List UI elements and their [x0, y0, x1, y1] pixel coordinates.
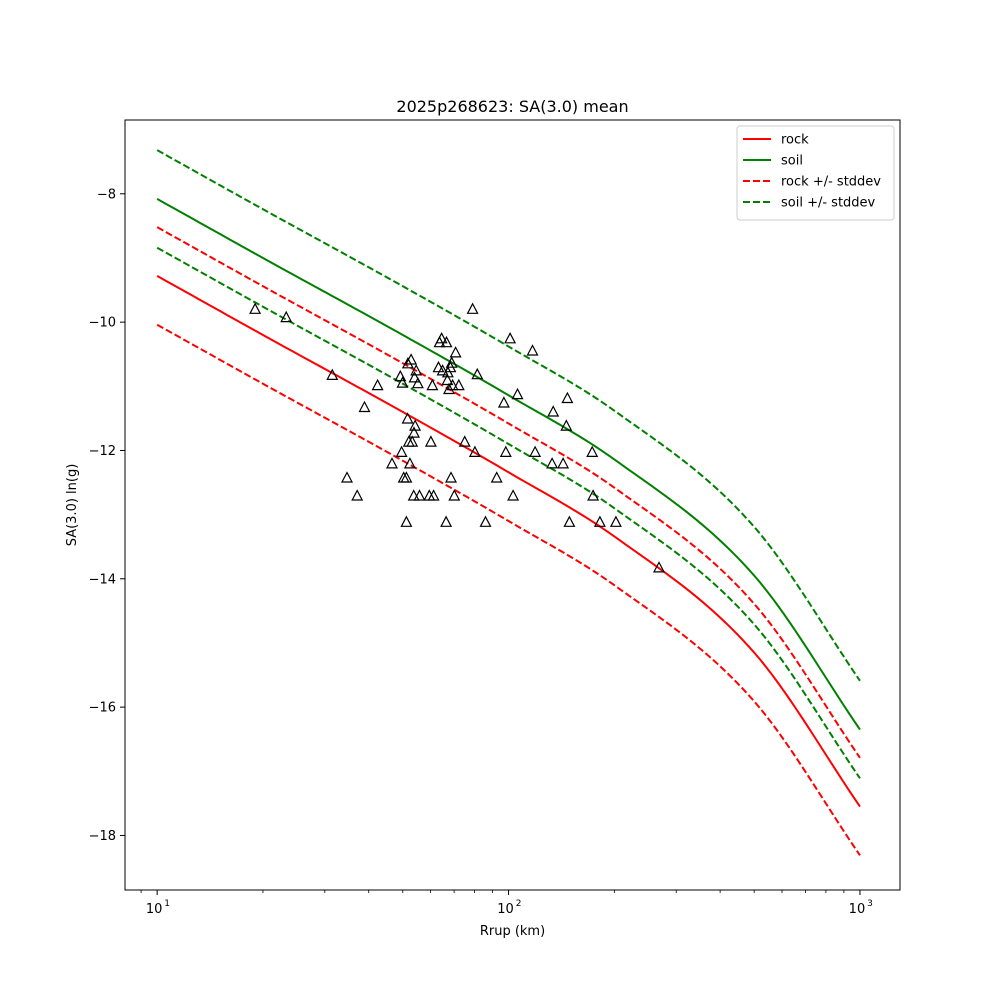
y-tick-label: −8 [97, 187, 116, 202]
observation-point [449, 346, 462, 358]
observation-point [526, 344, 539, 356]
series-line-2 [156, 226, 861, 759]
observation-points [249, 302, 665, 573]
y-tick-label: −14 [89, 572, 116, 587]
series-line-4 [156, 149, 861, 682]
x-tick-label: 10 [497, 902, 514, 917]
observation-point [426, 378, 439, 391]
x-axis: 10 1 10 2 10 3 [140, 890, 873, 917]
observation-point [436, 364, 449, 376]
observation-point [351, 489, 364, 501]
observation-point [326, 368, 339, 380]
observation-point [511, 387, 524, 400]
observation-point [403, 457, 416, 469]
observation-point [408, 371, 421, 383]
observation-point [386, 457, 398, 469]
observation-point [504, 332, 517, 344]
observation-point [561, 391, 574, 404]
observation-point [400, 515, 413, 527]
series-line-5 [156, 246, 861, 779]
observation-point [609, 515, 622, 527]
observation-point [471, 367, 484, 380]
observation-point [560, 419, 573, 431]
observation-point [371, 378, 384, 391]
observation-point [396, 376, 409, 388]
observation-point [445, 356, 458, 368]
observation-point [427, 489, 440, 501]
observation-point [458, 435, 471, 447]
observation-point [405, 353, 418, 365]
plot-background [125, 120, 900, 890]
observation-point [547, 405, 560, 417]
series-line-3 [156, 323, 861, 856]
observation-point [448, 489, 461, 501]
observation-point [400, 471, 413, 483]
observation-point [529, 445, 542, 457]
observation-point [440, 515, 453, 527]
y-axis-label: SA(3.0) ln(g) [65, 464, 80, 547]
observation-point [432, 360, 445, 373]
observation-point [406, 435, 419, 447]
observation-point [445, 471, 457, 483]
observation-point [358, 400, 371, 413]
x-tick-label: 10 [146, 902, 163, 917]
plot-frame [124, 119, 901, 891]
x-tick-label: 10 [849, 902, 866, 917]
legend-label: rock +/- stddev [781, 175, 881, 190]
observation-point [280, 310, 293, 323]
observation-point [435, 332, 448, 344]
observation-point [586, 445, 599, 457]
x-tick-exponent: 3 [867, 899, 873, 909]
observation-point [401, 357, 414, 369]
observation-point [424, 435, 437, 447]
observation-point [593, 515, 606, 527]
observation-point [395, 445, 408, 457]
observation-point [408, 426, 420, 438]
observation-point [452, 378, 465, 391]
observation-point [407, 489, 420, 501]
legend: rock soil rock +/- stddev soil +/- stddev [736, 125, 895, 221]
legend-label: rock [781, 133, 809, 148]
observation-point [587, 489, 600, 501]
series-layer [156, 149, 861, 856]
x-axis-label: Rrup (km) [480, 924, 545, 939]
legend-box [736, 125, 895, 221]
observation-point [401, 412, 414, 424]
y-tick-label: −10 [89, 316, 116, 331]
observation-point [563, 515, 576, 527]
observation-point [499, 445, 512, 457]
x-tick-exponent: 2 [516, 899, 522, 909]
observation-point [446, 378, 459, 391]
observation-point [249, 302, 262, 314]
observation-point [410, 364, 423, 376]
y-tick-label: −18 [89, 829, 116, 844]
observation-point [466, 302, 479, 314]
legend-label: soil [781, 154, 803, 169]
observation-point [440, 335, 453, 348]
observation-point [653, 561, 665, 573]
observation-point [468, 445, 481, 457]
observation-point [341, 471, 353, 483]
observation-point [479, 515, 492, 527]
observation-point [557, 457, 570, 469]
observation-point [443, 382, 455, 395]
x-tick-exponent: 1 [164, 899, 170, 909]
observation-point [490, 471, 503, 483]
y-axis: −18 −16 −14 −12 −10 −8 [89, 187, 125, 844]
legend-label: soil +/- stddev [781, 196, 876, 211]
chart-title: 2025p268623: SA(3.0) mean [396, 97, 628, 116]
series-line-1 [156, 198, 861, 731]
y-tick-label: −16 [89, 701, 116, 716]
observation-point [507, 489, 520, 501]
observation-point [497, 396, 510, 408]
series-line-0 [156, 275, 861, 808]
y-tick-label: −12 [89, 444, 116, 459]
observation-point [441, 373, 454, 386]
observation-point [546, 457, 559, 469]
observation-point [409, 419, 422, 431]
plot-area [124, 119, 901, 891]
observation-point [411, 376, 424, 389]
observation-point [413, 489, 426, 501]
